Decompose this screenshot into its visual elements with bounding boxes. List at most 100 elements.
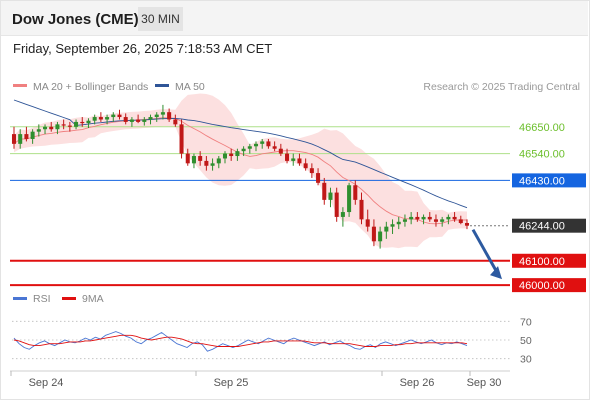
level-label-46000.00: 46000.00	[519, 280, 565, 292]
candle-body-5	[43, 126, 48, 130]
candle-body-38	[247, 146, 252, 149]
x-tick-label-1: Sep 25	[214, 377, 249, 389]
candle-body-23	[154, 114, 159, 118]
candle-body-29	[191, 156, 196, 164]
candle-body-46	[297, 158, 302, 164]
candle-body-8	[61, 124, 66, 126]
candle-body-0	[11, 134, 17, 144]
level-label-box-46000.00	[512, 278, 586, 293]
legend-swatch-ma50	[155, 84, 169, 87]
candle-body-22	[148, 117, 153, 120]
legend-label-ma20: MA 20 + Bollinger Bands	[33, 81, 148, 93]
candle-body-55	[353, 185, 358, 200]
candle-body-40	[260, 141, 265, 144]
candle-body-73	[464, 223, 470, 226]
x-tick-label-0: Sep 24	[29, 377, 64, 389]
level-label-box-46650.00	[512, 119, 586, 134]
credit-text: Research © 2025 Trading Central	[423, 81, 580, 93]
candle-body-31	[204, 160, 209, 166]
legend-swatch-ma20	[13, 84, 27, 87]
candle-body-64	[409, 216, 414, 220]
candle-body-47	[303, 163, 308, 169]
candle-body-15	[105, 117, 110, 120]
candle-body-42	[272, 146, 277, 149]
candle-body-48	[309, 168, 314, 174]
candle-body-56	[359, 199, 364, 220]
candle-body-12	[86, 120, 91, 124]
legend-swatch-9ma	[62, 297, 76, 300]
candle-body-11	[80, 121, 85, 124]
candle-body-21	[142, 119, 147, 122]
legend-label-rsi: RSI	[33, 293, 51, 305]
candle-body-19	[129, 119, 134, 122]
candle-body-57	[365, 219, 370, 227]
candle-body-20	[136, 119, 141, 122]
level-label-box-46100.00	[512, 253, 586, 268]
ma20-line	[13, 117, 468, 225]
candle-body-9	[67, 125, 72, 127]
candle-body-58	[371, 226, 376, 242]
candle-body-16	[111, 114, 116, 118]
candle-body-49	[316, 173, 321, 183]
candle-body-32	[210, 163, 215, 166]
candle-body-63	[402, 219, 407, 222]
timeframe-badge[interactable]: 30 MIN	[138, 7, 183, 31]
candle-body-17	[117, 114, 122, 118]
candle-body-54	[347, 185, 352, 213]
candle-body-6	[49, 126, 54, 130]
chart-header: Dow Jones (CME) 30 MIN	[1, 1, 588, 36]
level-label-46100.00: 46100.00	[519, 256, 565, 268]
candle-body-45	[291, 158, 296, 161]
x-tick-label-3: Sep 30	[467, 377, 502, 389]
candle-body-68	[433, 219, 438, 222]
candle-body-72	[458, 219, 463, 224]
candle-body-25	[167, 112, 172, 120]
candle-body-2	[24, 134, 29, 139]
bollinger-band-area	[14, 93, 467, 249]
candle-body-28	[185, 153, 190, 164]
candle-body-52	[334, 192, 339, 217]
candle-body-37	[241, 148, 246, 152]
legend-label-ma50: MA 50	[175, 81, 205, 93]
level-label-46244.00: 46244.00	[519, 221, 565, 233]
level-label-box-46244.00	[512, 218, 586, 233]
candle-body-66	[421, 216, 426, 220]
ma9-line	[13, 334, 468, 347]
candle-body-13	[92, 117, 97, 121]
x-tick-label-2: Sep 26	[400, 377, 435, 389]
candle-body-18	[123, 117, 128, 122]
candle-body-36	[235, 151, 240, 157]
candle-body-44	[285, 153, 290, 161]
candle-body-50	[322, 182, 327, 200]
candle-body-26	[173, 119, 178, 125]
candle-body-51	[328, 192, 333, 200]
candle-body-69	[440, 219, 445, 222]
candle-body-27	[179, 124, 184, 154]
level-label-46650.00: 46650.00	[519, 122, 565, 134]
level-label-box-46430.00	[512, 173, 586, 188]
forecast-arrow-shaft	[471, 228, 500, 275]
candle-body-14	[98, 117, 103, 120]
candle-body-62	[396, 221, 401, 225]
osc-tick-70: 70	[520, 316, 532, 328]
legend-label-9ma: 9MA	[82, 293, 104, 305]
rsi-line	[13, 331, 468, 352]
candle-body-61	[390, 224, 395, 227]
level-label-46540.00: 46540.00	[519, 149, 565, 161]
osc-tick-50: 50	[520, 335, 532, 347]
candle-body-59	[378, 231, 383, 242]
candle-body-65	[415, 216, 420, 220]
candle-body-43	[278, 148, 283, 154]
candle-body-33	[216, 158, 221, 164]
candle-body-30	[198, 156, 203, 161]
candle-body-7	[55, 124, 60, 130]
legend-swatch-rsi	[13, 297, 27, 300]
candle-body-71	[452, 216, 457, 220]
candle-body-1	[18, 134, 23, 144]
candle-body-4	[36, 129, 41, 132]
candle-body-3	[30, 131, 35, 139]
chart-datetime: Friday, September 26, 2025 7:18:53 AM CE…	[13, 41, 273, 56]
level-label-46430.00: 46430.00	[519, 175, 565, 187]
forecast-arrow-head	[490, 266, 502, 280]
